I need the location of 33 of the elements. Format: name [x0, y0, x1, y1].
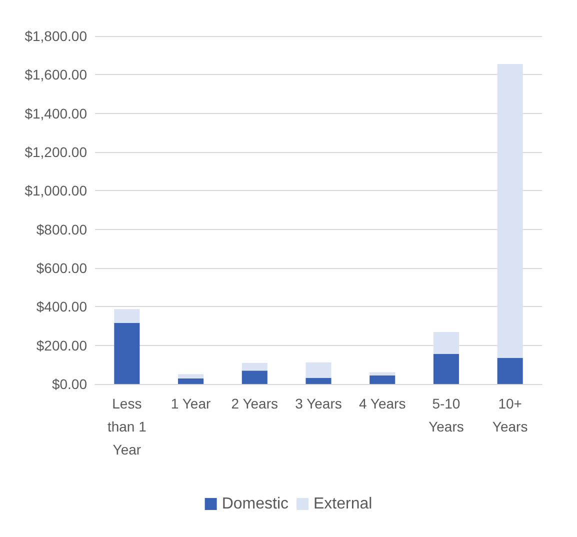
- x-tick-label: 4 Years: [359, 396, 406, 412]
- x-tick-label: Less than 1 Year: [107, 396, 147, 458]
- bar: [433, 332, 459, 354]
- bar: [370, 375, 396, 384]
- y-tick-label: $1,800.00: [24, 28, 88, 44]
- y-tick-label: $200.00: [36, 337, 88, 354]
- y-tick-label: $1,000.00: [24, 182, 88, 199]
- bar: [497, 358, 523, 384]
- x-tick-label: 3 Years: [295, 396, 342, 412]
- x-tick-label: 1 Year: [170, 396, 211, 412]
- bar: [370, 372, 396, 376]
- y-tick-label: $1,600.00: [24, 66, 88, 83]
- bar: [306, 378, 332, 384]
- bar: [114, 309, 140, 323]
- legend-label: Domestic: [222, 496, 288, 512]
- y-tick-label: $800.00: [36, 221, 88, 238]
- y-tick-label: $600.00: [36, 260, 88, 276]
- x-tick-label: 10+ Years: [492, 396, 528, 434]
- y-tick-label: $1,400.00: [24, 105, 88, 122]
- bar: [178, 378, 204, 384]
- y-tick-label: $1,200.00: [24, 144, 88, 160]
- bar: [242, 362, 268, 371]
- x-tick-label: 2 Years: [231, 396, 278, 412]
- bar: [306, 362, 332, 378]
- y-tick-label: $0.00: [52, 376, 88, 392]
- bar: [178, 374, 204, 378]
- y-tick-label: $400.00: [36, 298, 88, 315]
- x-tick-label: 5-10 Years: [428, 396, 464, 434]
- bar: [433, 354, 459, 384]
- bar: [497, 64, 523, 358]
- bar: [114, 322, 140, 384]
- bar: [242, 370, 268, 384]
- legend-label: External: [313, 496, 372, 512]
